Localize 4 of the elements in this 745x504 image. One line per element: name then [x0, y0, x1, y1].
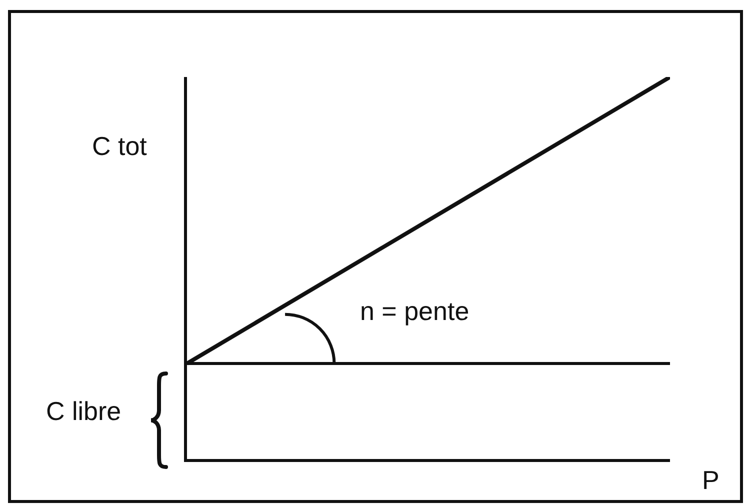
ref-line-label: C libre — [46, 396, 122, 426]
x-axis-title: P — [702, 465, 720, 495]
y-axis-title: C tot — [92, 131, 148, 161]
annotation: n = pente — [360, 296, 470, 326]
